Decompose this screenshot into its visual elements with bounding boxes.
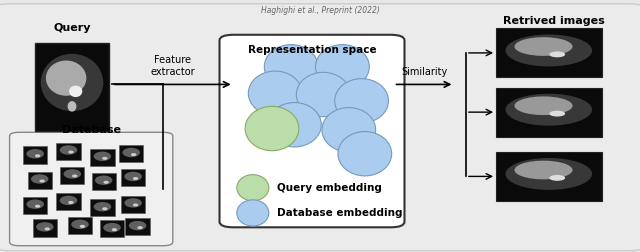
Ellipse shape	[69, 86, 83, 97]
Text: Representation space: Representation space	[248, 45, 376, 55]
Ellipse shape	[506, 158, 592, 190]
FancyBboxPatch shape	[60, 167, 84, 184]
Ellipse shape	[35, 154, 40, 158]
Ellipse shape	[36, 222, 54, 232]
Ellipse shape	[103, 223, 121, 232]
Ellipse shape	[93, 152, 111, 161]
Ellipse shape	[63, 169, 81, 179]
Text: Feature
extractor: Feature extractor	[150, 55, 195, 77]
Ellipse shape	[93, 202, 111, 211]
FancyBboxPatch shape	[56, 143, 81, 160]
FancyBboxPatch shape	[35, 43, 109, 131]
Text: Database embedding: Database embedding	[277, 208, 403, 218]
Ellipse shape	[122, 148, 140, 157]
FancyBboxPatch shape	[92, 173, 116, 190]
FancyBboxPatch shape	[90, 149, 115, 166]
FancyBboxPatch shape	[28, 172, 52, 189]
Ellipse shape	[237, 175, 269, 201]
FancyBboxPatch shape	[121, 196, 145, 213]
Ellipse shape	[131, 153, 136, 156]
Ellipse shape	[133, 203, 138, 207]
Ellipse shape	[506, 35, 592, 67]
Ellipse shape	[68, 201, 74, 204]
FancyBboxPatch shape	[0, 4, 640, 251]
FancyBboxPatch shape	[23, 146, 47, 164]
FancyBboxPatch shape	[121, 169, 145, 186]
Ellipse shape	[60, 145, 77, 155]
FancyBboxPatch shape	[68, 217, 92, 234]
Ellipse shape	[72, 174, 77, 178]
Ellipse shape	[335, 79, 388, 123]
FancyBboxPatch shape	[33, 219, 57, 237]
Ellipse shape	[60, 196, 77, 205]
Ellipse shape	[515, 37, 573, 56]
FancyBboxPatch shape	[119, 145, 143, 162]
Ellipse shape	[549, 51, 565, 57]
Ellipse shape	[264, 45, 318, 89]
FancyBboxPatch shape	[100, 220, 124, 237]
Ellipse shape	[549, 175, 565, 181]
Ellipse shape	[338, 132, 392, 176]
FancyBboxPatch shape	[56, 193, 81, 210]
Ellipse shape	[104, 181, 109, 184]
Ellipse shape	[133, 177, 138, 180]
Ellipse shape	[268, 103, 321, 147]
FancyBboxPatch shape	[23, 197, 47, 214]
Text: Query embedding: Query embedding	[277, 183, 382, 193]
Ellipse shape	[316, 45, 369, 89]
Ellipse shape	[296, 72, 350, 117]
FancyBboxPatch shape	[496, 152, 602, 201]
Text: Database: Database	[61, 125, 121, 135]
Ellipse shape	[102, 207, 108, 210]
FancyBboxPatch shape	[125, 218, 150, 235]
FancyBboxPatch shape	[496, 28, 602, 78]
Ellipse shape	[35, 205, 40, 208]
Ellipse shape	[26, 149, 44, 159]
Ellipse shape	[26, 200, 44, 209]
Ellipse shape	[549, 111, 565, 117]
Ellipse shape	[102, 157, 108, 160]
Ellipse shape	[31, 174, 49, 184]
FancyBboxPatch shape	[90, 199, 115, 216]
Ellipse shape	[124, 172, 142, 181]
Ellipse shape	[71, 220, 89, 229]
Ellipse shape	[515, 161, 573, 179]
Ellipse shape	[68, 101, 76, 112]
Text: Similarity: Similarity	[401, 67, 447, 77]
Text: Retrived images: Retrived images	[503, 16, 604, 26]
Text: Query: Query	[53, 23, 91, 33]
Ellipse shape	[112, 228, 117, 231]
Ellipse shape	[237, 200, 269, 226]
Ellipse shape	[68, 150, 74, 154]
Ellipse shape	[41, 54, 103, 111]
Ellipse shape	[80, 225, 85, 228]
Ellipse shape	[45, 227, 50, 231]
Text: Haghighi et al., Preprint (2022): Haghighi et al., Preprint (2022)	[260, 6, 380, 15]
FancyBboxPatch shape	[496, 88, 602, 137]
Ellipse shape	[40, 179, 45, 183]
Ellipse shape	[322, 108, 376, 152]
Ellipse shape	[245, 106, 299, 151]
Ellipse shape	[124, 198, 142, 208]
Ellipse shape	[138, 226, 143, 229]
FancyBboxPatch shape	[220, 35, 404, 227]
Ellipse shape	[129, 221, 147, 230]
Ellipse shape	[95, 176, 113, 185]
FancyBboxPatch shape	[10, 132, 173, 246]
Ellipse shape	[515, 97, 573, 115]
Ellipse shape	[248, 71, 302, 115]
Ellipse shape	[46, 60, 86, 96]
Ellipse shape	[506, 94, 592, 126]
